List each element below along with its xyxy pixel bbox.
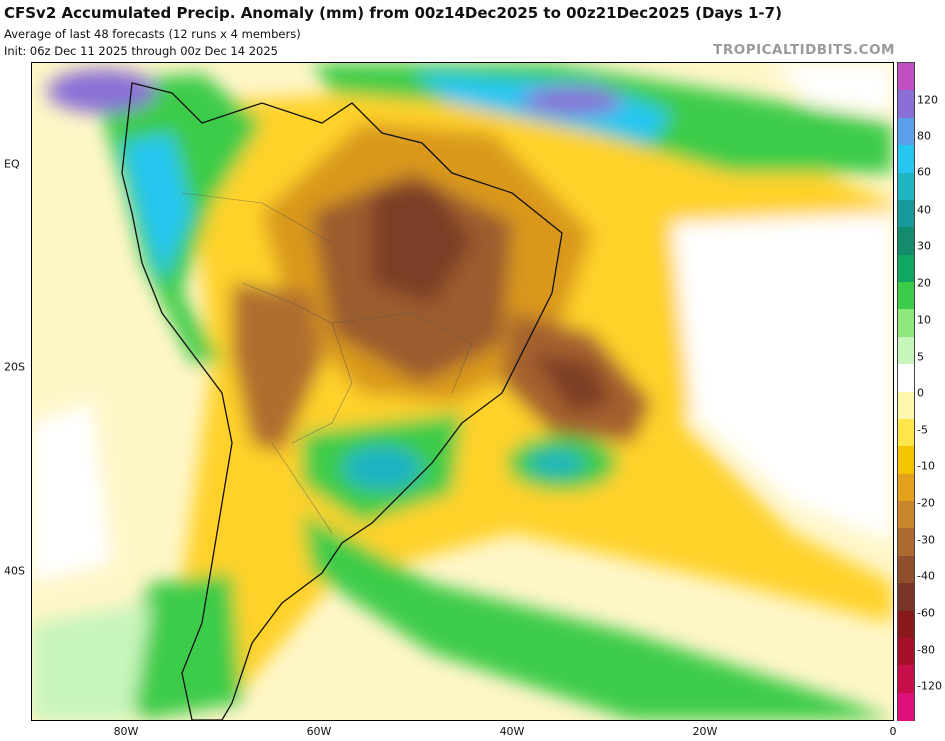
- colorbar-label: 120: [917, 93, 938, 107]
- source-watermark: TROPICALTIDBITS.COM: [713, 42, 895, 58]
- colorbar-segment: [898, 391, 914, 420]
- colorbar-segment: [898, 282, 914, 310]
- borders: [181, 192, 473, 534]
- lon-label-40w: 40W: [499, 725, 525, 738]
- colorbar-label: 10: [917, 313, 931, 327]
- colorbar-label: 80: [917, 129, 931, 143]
- lon-label-60w: 60W: [306, 725, 332, 738]
- colorbar-segment: [898, 90, 914, 119]
- colorbar-segment: [898, 254, 914, 283]
- colorbar-segment: [898, 309, 914, 338]
- lon-label-80w: 80W: [113, 725, 139, 738]
- coastline: [121, 82, 563, 720]
- colorbar-segment: [898, 555, 914, 584]
- map-title: CFSv2 Accumulated Precip. Anomaly (mm) f…: [4, 4, 782, 22]
- colorbar-segment: [898, 501, 914, 529]
- map-subtitle: Average of last 48 forecasts (12 runs x …: [4, 27, 301, 41]
- lat-label-40s: 40S: [4, 564, 25, 578]
- colorbar-label: -60: [917, 606, 935, 620]
- colorbar-label: 20: [917, 276, 931, 290]
- colorbar-segment: [898, 63, 914, 91]
- colorbar-label: -80: [917, 643, 935, 657]
- colorbar-label: 0: [917, 386, 924, 400]
- colorbar-label: -120: [917, 679, 942, 693]
- colorbar-segment: [898, 637, 914, 666]
- colorbar-label: -5: [917, 423, 928, 437]
- lat-label-20s: 20S: [4, 360, 25, 374]
- colorbar-segment: [898, 364, 914, 392]
- colorbar-label: 40: [917, 203, 931, 217]
- colorbar-segment: [898, 418, 914, 447]
- colorbar-segment: [898, 172, 914, 201]
- colorbar-segment: [898, 692, 914, 721]
- colorbar-label: 5: [917, 350, 924, 364]
- colorbar-label: -20: [917, 496, 935, 510]
- colorbar-segment: [898, 665, 914, 694]
- lon-label-20w: 20W: [692, 725, 718, 738]
- colorbar-segment: [898, 446, 914, 475]
- colorbar-label: -10: [917, 459, 935, 473]
- colorbar-segment: [898, 336, 914, 365]
- lon-label-0: 0: [889, 725, 897, 738]
- colorbar-segment: [898, 583, 914, 611]
- colorbar-label: 60: [917, 165, 931, 179]
- colorbar-label: -40: [917, 569, 935, 583]
- colorbar-label: 30: [917, 239, 931, 253]
- lat-label-eq: EQ: [4, 157, 20, 171]
- colorbar-segment: [898, 117, 914, 146]
- colorbar-segment: [898, 199, 914, 228]
- precip-anomaly-map: [31, 62, 894, 721]
- colorbar-segment: [898, 528, 914, 557]
- colorbar-segment: [898, 145, 914, 173]
- colorbar-segment: [898, 610, 914, 639]
- init-time: Init: 06z Dec 11 2025 through 00z Dec 14…: [4, 44, 278, 58]
- colorbar-segment: [898, 473, 914, 502]
- anomaly-field: [32, 63, 893, 720]
- colorbar-label: -30: [917, 533, 935, 547]
- colorbar: [897, 62, 915, 721]
- colorbar-segment: [898, 227, 914, 256]
